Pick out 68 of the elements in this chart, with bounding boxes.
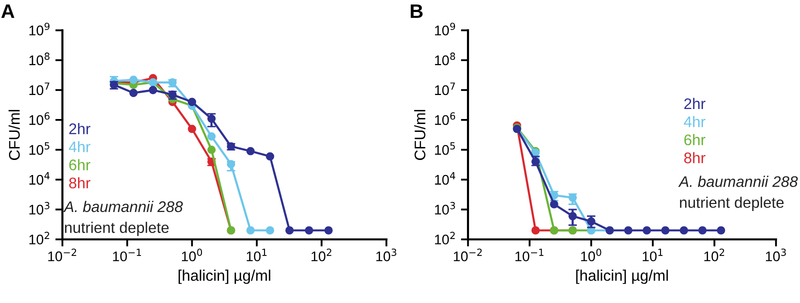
point — [698, 226, 707, 235]
y-tick-label: 10$^{6}$ — [435, 112, 456, 125]
point — [624, 226, 632, 235]
point — [188, 98, 196, 106]
y-tick-label: 10$^{9}$ — [29, 22, 50, 36]
text: 8hr — [684, 152, 706, 164]
point — [285, 226, 294, 235]
annotation: nutrient deplete — [65, 222, 169, 236]
y-tick-label: 10$^{5}$ — [29, 142, 50, 155]
point — [324, 226, 333, 235]
annotation: A. baumannii 288 — [678, 176, 798, 188]
annotation: nutrient deplete — [680, 196, 784, 211]
y-tick-label: 10$^{7}$ — [29, 82, 50, 96]
point — [680, 226, 688, 235]
point — [207, 146, 216, 154]
x-tick-label: 10$^{2}$ — [704, 248, 724, 262]
x-tick-label: 10$^{0}$ — [581, 248, 602, 262]
y-axis-title: CFU/ml — [8, 110, 20, 160]
y-tick-label: 10$^{3}$ — [435, 202, 455, 215]
y-tick-label: 10$^{8}$ — [435, 52, 456, 66]
point — [642, 226, 651, 235]
text: 4hr — [684, 116, 706, 128]
point — [531, 226, 540, 235]
x-tick-label: 10$^{2}$ — [312, 248, 332, 262]
point — [266, 152, 274, 161]
x-tick-label: 10$^{0}$ — [182, 248, 202, 262]
y-tick-label: 10$^{7}$ — [435, 82, 455, 96]
text: 8hr — [69, 177, 90, 188]
x-tick-label: 10$^{−1}$ — [515, 248, 544, 262]
point — [188, 124, 196, 134]
y-tick-label: 10$^{3}$ — [29, 202, 50, 215]
point — [246, 226, 255, 235]
text: 4hr — [68, 141, 90, 152]
text: 6hr — [684, 134, 706, 146]
point — [550, 200, 558, 208]
point — [661, 226, 670, 235]
x-axis-title: [halicin] µg/ml — [178, 270, 270, 284]
point — [246, 146, 255, 156]
point — [716, 226, 726, 235]
point — [129, 88, 138, 98]
point — [129, 76, 138, 84]
x-tick-label: 10$^{−1}$ — [113, 248, 142, 262]
y-tick-label: 10$^{9}$ — [435, 22, 456, 36]
point — [304, 226, 314, 235]
text: 6hr — [69, 159, 90, 170]
text: 2hr — [69, 123, 90, 134]
y-tick-label: 10$^{4}$ — [435, 172, 456, 185]
x-tick-label: 10$^{3}$ — [766, 248, 786, 262]
point — [266, 226, 274, 235]
annotation: A. baumannii 288 — [63, 200, 183, 212]
x-tick-label: 10$^{−2}$ — [48, 248, 76, 262]
y-tick-label: 10$^{2}$ — [435, 232, 455, 244]
y-tick-label: 10$^{4}$ — [29, 172, 50, 185]
chart-title: B — [410, 4, 423, 18]
x-tick-label: 10$^{−2}$ — [454, 248, 482, 262]
x-axis-title: [halicin] µg/ml — [576, 270, 668, 284]
x-tick-label: 10$^{1}$ — [642, 248, 663, 262]
point — [148, 86, 158, 94]
text: 2hr — [684, 98, 706, 110]
chart-title: A — [1, 4, 14, 18]
point — [207, 132, 216, 141]
x-tick-label: 10$^{1}$ — [246, 248, 267, 262]
y-axis-title: CFU/ml — [414, 110, 426, 160]
y-tick-label: 10$^{2}$ — [29, 232, 50, 244]
x-tick-label: 10$^{3}$ — [376, 248, 396, 262]
y-tick-label: 10$^{5}$ — [435, 142, 455, 155]
y-tick-label: 10$^{6}$ — [29, 112, 50, 125]
y-tick-label: 10$^{8}$ — [29, 52, 50, 66]
